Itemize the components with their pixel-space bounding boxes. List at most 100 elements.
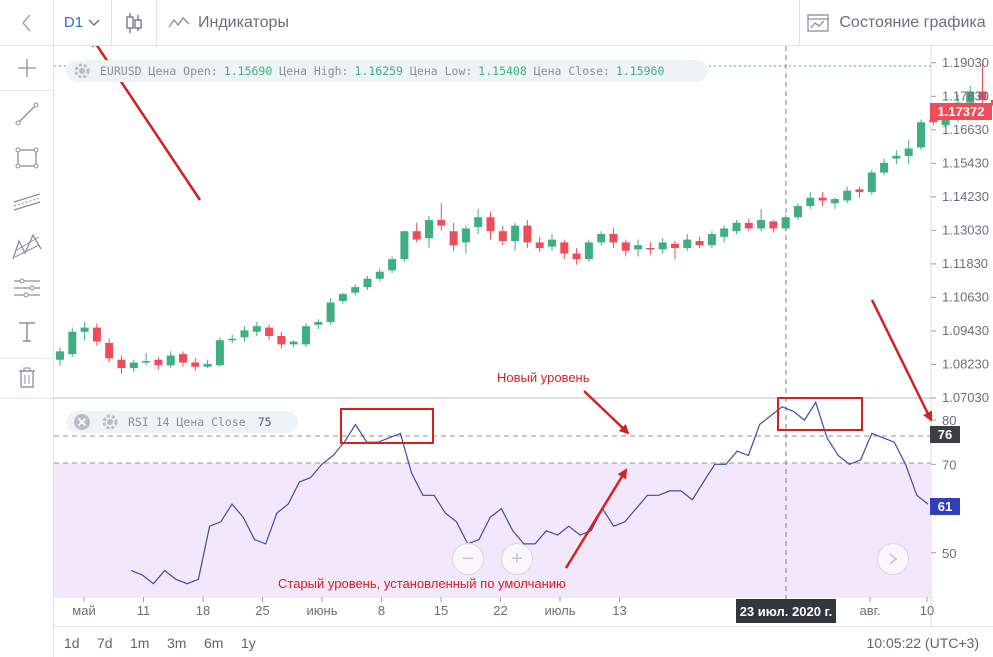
candle-body [794, 206, 802, 218]
candle-body [535, 242, 544, 248]
candle-body [646, 247, 655, 250]
timeframe-value: D1 [63, 14, 84, 31]
candle-body [166, 355, 175, 366]
price-tick-label: 1.11830 [942, 256, 988, 271]
time-tick-label: июль [544, 603, 575, 618]
chart-state-icon [807, 13, 830, 32]
chart-state-button[interactable]: Состояние графика [799, 0, 993, 45]
candle-body [375, 271, 384, 279]
timeframe-select[interactable]: D1 [54, 0, 112, 45]
candle-body [265, 327, 274, 336]
candle-body [904, 148, 913, 157]
channel-tool[interactable] [0, 182, 54, 222]
channel-icon [13, 193, 41, 211]
arrow-new-level [583, 390, 630, 435]
fib-tool[interactable] [0, 226, 54, 266]
gear-icon[interactable] [100, 412, 120, 432]
annotation-new-level: Новый уровень [497, 370, 590, 385]
time-tick-label: 18 [196, 603, 210, 618]
time-tick-label: 11 [137, 603, 151, 618]
trendline-tool[interactable] [0, 94, 54, 134]
indicators-button[interactable]: Индикаторы [158, 0, 298, 45]
timeframe-3m[interactable]: 3m [167, 635, 187, 651]
candle-body [818, 197, 827, 201]
levels-tool[interactable] [0, 268, 54, 308]
candle-body [929, 119, 938, 123]
timeframe-7d[interactable]: 7d [97, 635, 113, 651]
legend-symbol: EURUSD [100, 64, 142, 78]
chart-state-label: Состояние графика [839, 13, 986, 31]
zoom-out-icon: − [462, 547, 474, 570]
price-tick-label: 1.15430 [942, 155, 989, 170]
candle-body [215, 340, 224, 366]
candle-body [338, 294, 347, 302]
candle-body [363, 278, 372, 288]
candle-body [830, 199, 839, 204]
candle-body [621, 242, 630, 251]
price-tick-label: 1.07030 [942, 390, 989, 405]
candle-body [917, 122, 925, 148]
candle-body [179, 354, 187, 363]
candle-body [523, 225, 532, 243]
price-tick-label: 1.10630 [942, 289, 989, 304]
gear-icon[interactable] [72, 61, 92, 81]
close-circle-icon[interactable] [72, 412, 92, 432]
crosshair-icon [18, 59, 36, 77]
chart-type-button[interactable] [112, 0, 157, 45]
candle-body [584, 242, 593, 260]
rectangle-tool[interactable] [0, 138, 54, 178]
candle-body [68, 331, 77, 355]
time-tick-label: 13 [612, 603, 626, 618]
price-legend: EURUSD Цена Open: 1.15690 Цена High: 1.1… [66, 60, 708, 82]
candle-body [203, 363, 212, 367]
rsi-axis: 80 70 50 [931, 413, 956, 561]
candle-body [314, 322, 323, 325]
rsi-zone [54, 463, 931, 597]
timeframe-6m[interactable]: 6m [204, 635, 224, 651]
rectangle-icon [15, 147, 39, 169]
candle-body [80, 327, 89, 332]
legend-low-value: 1.15408 [478, 64, 527, 78]
timeframe-1d[interactable]: 1d [64, 635, 80, 651]
indicator-wave-icon [168, 16, 190, 27]
text-tool[interactable] [0, 312, 54, 352]
timeframe-1y[interactable]: 1y [241, 635, 256, 651]
zoom-in-button[interactable]: + [501, 543, 533, 575]
price-tick-label: 1.14230 [942, 189, 989, 204]
candle-body [548, 239, 556, 247]
candle-body [658, 242, 667, 250]
candle-body [449, 231, 458, 246]
time-tick-label: 10 [920, 603, 934, 618]
chevron-down-icon [88, 19, 100, 26]
candle-body [240, 330, 249, 338]
rsi-tick-label: 50 [942, 546, 956, 561]
price-tick-label: 1.08230 [942, 356, 989, 371]
time-tick-label: 8 [378, 603, 385, 618]
rsi-level-tag: 76 [930, 426, 960, 443]
back-button[interactable] [0, 0, 54, 45]
indicators-label: Индикаторы [198, 13, 289, 31]
scroll-right-icon [889, 553, 898, 565]
legend-open-label: Цена Open: [148, 64, 218, 78]
candle-body [511, 225, 520, 241]
candle-body [191, 362, 200, 367]
trendline-icon [15, 102, 39, 126]
candle-body [461, 228, 470, 243]
crosshair-date-tag: 23 июл. 2020 г. [736, 599, 836, 623]
time-tick-label: май [72, 603, 95, 618]
rsi-legend-value: 75 [257, 415, 272, 429]
candle-body [326, 302, 335, 323]
legend-open-value: 1.15690 [223, 64, 273, 78]
price-tick-label: 1.19030 [942, 55, 989, 70]
candle-body [744, 222, 753, 229]
candle-body [388, 259, 397, 271]
candle-body [720, 228, 729, 237]
timeframe-1m[interactable]: 1m [130, 635, 150, 651]
legend-close-label: Цена Close: [533, 64, 610, 78]
zoom-out-button[interactable]: − [452, 543, 484, 575]
zoom-in-icon: + [511, 547, 523, 570]
delete-drawings-button[interactable] [0, 358, 54, 398]
scroll-right-button[interactable] [877, 543, 909, 575]
crosshair-tool[interactable] [0, 48, 54, 88]
